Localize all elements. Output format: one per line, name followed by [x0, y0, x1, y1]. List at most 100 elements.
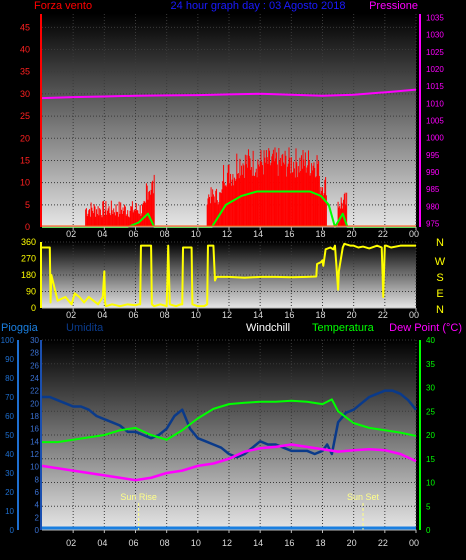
temp-xtick-label: 20 [347, 538, 357, 548]
humidity-ytick-label: 18 [30, 412, 39, 421]
direction-xtick-label: 10 [191, 310, 201, 320]
wind-xtick-label: 22 [378, 229, 388, 239]
wind-direction-line [42, 242, 416, 308]
rain-ytick-label: 90 [5, 355, 14, 364]
direction-xtick-label: 06 [128, 310, 138, 320]
temp-xtick-label: 00 [409, 538, 419, 548]
pressure-ytick-label: 1020 [426, 65, 444, 74]
temp-xtick-label: 22 [378, 538, 388, 548]
compass-label: N [436, 304, 444, 316]
rain-ytick-label: 40 [5, 450, 14, 459]
wind-xtick-label: 12 [222, 229, 232, 239]
direction-ytick-label: 360 [21, 237, 36, 247]
temp-xtick-label: 14 [253, 538, 263, 548]
direction-xtick-label: 08 [160, 310, 170, 320]
windchill-legend: Windchill [246, 322, 290, 334]
wind-xtick-label: 16 [284, 229, 294, 239]
direction-ytick-label: 0 [31, 303, 36, 313]
wind-xtick-label: 18 [315, 229, 325, 239]
temperature-legend: Temperatura [312, 322, 375, 334]
temp-xtick-label: 16 [284, 538, 294, 548]
pressure-ytick-label: 990 [426, 168, 440, 177]
pressure-ytick-label: 1010 [426, 99, 444, 108]
pressure-ytick-label: 1015 [426, 82, 444, 91]
humidity-ytick-label: 14 [30, 437, 39, 446]
wind-ytick-label: 30 [20, 89, 30, 99]
wind-ytick-label: 45 [20, 22, 30, 32]
dewpoint-line [41, 443, 417, 482]
humidity-ytick-label: 8 [35, 475, 40, 484]
pressure-ytick-label: 980 [426, 202, 440, 211]
wind-ytick-label: 0 [25, 222, 30, 232]
rain-ytick-label: 10 [5, 507, 14, 516]
humidity-ytick-label: 0 [35, 526, 40, 535]
humidity-ytick-label: 6 [35, 488, 40, 497]
humidity-ytick-label: 30 [30, 336, 39, 345]
temp-xtick-label: 08 [160, 538, 170, 548]
pressure-line [41, 88, 417, 100]
wind-ytick-label: 20 [20, 133, 30, 143]
humidity-ytick-label: 10 [30, 463, 39, 472]
wind-xtick-label: 14 [253, 229, 263, 239]
pressure-ytick-label: 985 [426, 185, 440, 194]
temp-xtick-label: 18 [315, 538, 325, 548]
wind-ytick-label: 10 [20, 178, 30, 188]
data-series [41, 88, 417, 530]
humidity-ytick-label: 24 [30, 374, 39, 383]
wind-ytick-label: 40 [20, 45, 30, 55]
rain-ytick-label: 30 [5, 469, 14, 478]
direction-xtick-label: 00 [409, 310, 419, 320]
temp-xtick-label: 02 [66, 538, 76, 548]
rain-ytick-label: 80 [5, 374, 14, 383]
direction-xtick-label: 22 [378, 310, 388, 320]
humidity-ytick-label: 28 [30, 349, 39, 358]
direction-ytick-label: 270 [21, 254, 36, 264]
temperature-ytick-label: 5 [426, 502, 431, 511]
temperature-ytick-label: 30 [426, 384, 435, 393]
temperature-ytick-label: 10 [426, 479, 435, 488]
temperature-ytick-label: 20 [426, 431, 435, 440]
wind-xtick-label: 00 [409, 229, 419, 239]
compass-label: S [436, 272, 443, 284]
rain-legend: Pioggia [1, 322, 39, 334]
pressure-ytick-label: 1000 [426, 134, 444, 143]
direction-ytick-label: 90 [26, 287, 36, 297]
temp-xtick-label: 12 [222, 538, 232, 548]
direction-xtick-label: 02 [66, 310, 76, 320]
direction-xtick-label: 20 [347, 310, 357, 320]
pressure-axis-label: Pressione [369, 0, 418, 12]
temp-xtick-label: 10 [191, 538, 201, 548]
rain-ytick-label: 20 [5, 488, 14, 497]
temperature-ytick-label: 0 [426, 526, 431, 535]
compass-label: E [436, 288, 443, 300]
pressure-ytick-label: 995 [426, 151, 440, 160]
pressure-ytick-label: 1035 [426, 13, 444, 22]
wind-ytick-label: 5 [25, 200, 30, 210]
compass-label: W [435, 256, 446, 268]
temperature-ytick-label: 25 [426, 407, 435, 416]
temp-xtick-label: 06 [128, 538, 138, 548]
pressure-ytick-label: 1025 [426, 48, 444, 57]
wind-average-line [42, 190, 416, 228]
humidity-ytick-label: 26 [30, 361, 39, 370]
wind-xtick-label: 04 [97, 229, 107, 239]
sunset-label: Sun Set [347, 492, 380, 502]
rain-ytick-label: 0 [10, 526, 15, 535]
rain-ytick-label: 70 [5, 393, 14, 402]
dewpoint-legend: Dew Point (°C) [389, 322, 462, 334]
wind-xtick-label: 06 [128, 229, 138, 239]
wind-ytick-label: 25 [20, 111, 30, 121]
wind-ytick-label: 15 [20, 155, 30, 165]
direction-xtick-label: 04 [97, 310, 107, 320]
rain-ytick-label: 50 [5, 431, 14, 440]
wind-ytick-label: 35 [20, 67, 30, 77]
rain-ytick-label: 60 [5, 412, 14, 421]
humidity-ytick-label: 4 [35, 501, 40, 510]
pressure-ytick-label: 1005 [426, 117, 444, 126]
temperature-ytick-label: 15 [426, 455, 435, 464]
compass-label: N [436, 237, 444, 249]
humidity-ytick-label: 20 [30, 399, 39, 408]
wind-xtick-label: 20 [347, 229, 357, 239]
